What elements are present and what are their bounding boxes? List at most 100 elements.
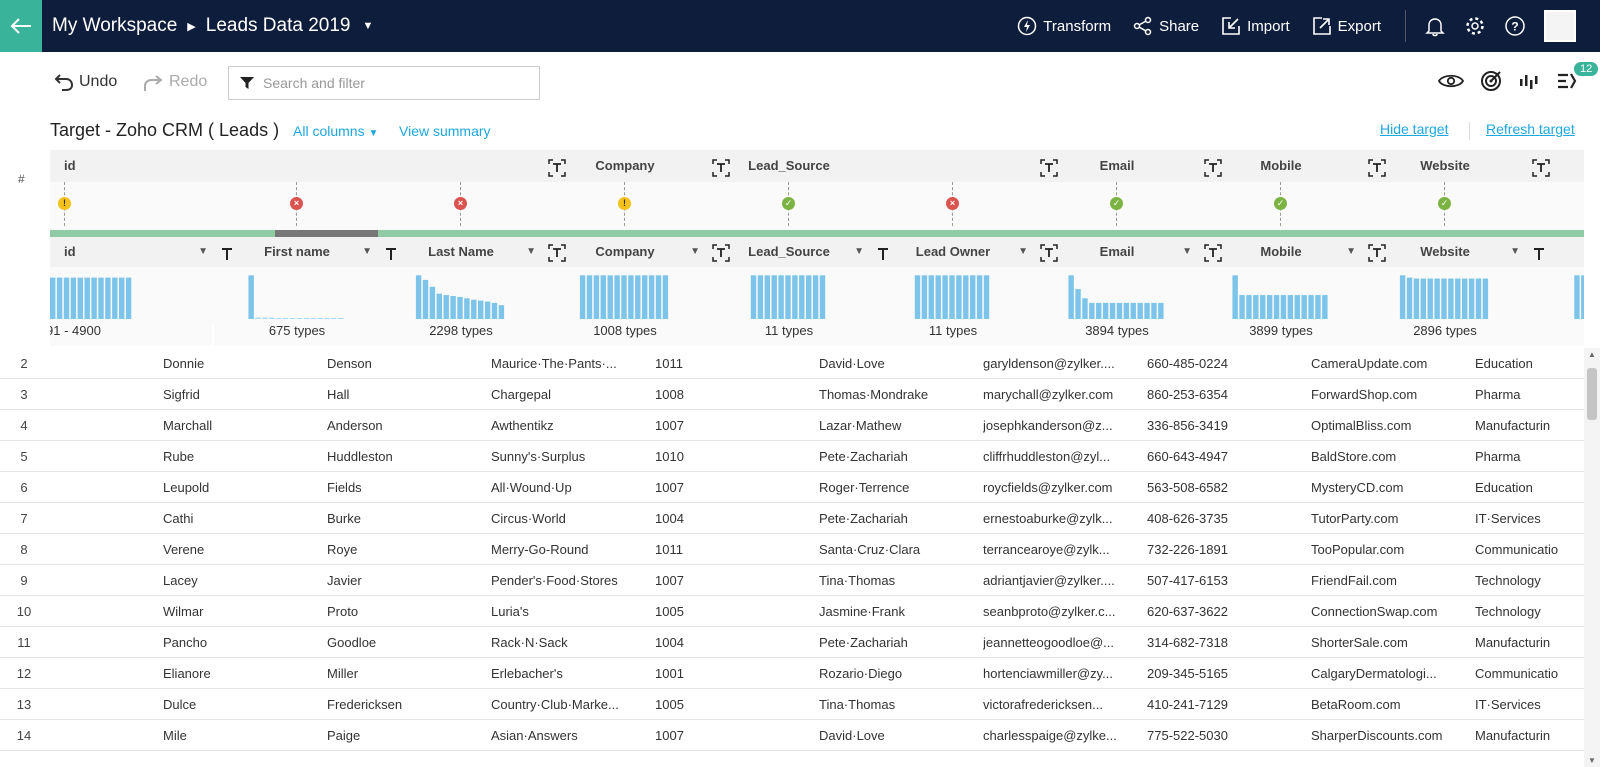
column-id[interactable]: id! id ▼ 91 - 4900 <box>50 150 216 346</box>
search-bar[interactable] <box>228 66 540 100</box>
table-cell[interactable]: 1010 <box>655 449 684 464</box>
table-cell[interactable] <box>50 410 160 441</box>
table-cell[interactable]: Jasmine·Frank <box>819 604 905 619</box>
column-website[interactable]: Website ✓ Website ▼ 2896 types <box>1362 150 1528 346</box>
table-cell[interactable]: TutorParty.com <box>1311 511 1399 526</box>
column-menu-icon[interactable]: ▼ <box>854 246 864 257</box>
table-cell[interactable]: terrancearoye@zylk... <box>983 542 1110 557</box>
source-column-header[interactable]: Lead_Source ▼ <box>706 237 872 267</box>
table-cell[interactable]: Elianore <box>163 666 211 681</box>
table-cell[interactable] <box>50 379 160 410</box>
table-cell[interactable]: Cathi <box>163 511 194 526</box>
table-cell[interactable]: ShorterSale.com <box>1311 635 1408 650</box>
table-cell[interactable]: Leupold <box>163 480 210 495</box>
warning-icon[interactable]: ! <box>618 197 631 210</box>
table-cell[interactable]: Javier <box>327 573 362 588</box>
table-row[interactable]: 4 Marchall Anderson Awthentikz 1007 Lazar·Mat… <box>0 410 1584 441</box>
table-cell[interactable]: Proto <box>327 604 359 619</box>
settings-button[interactable] <box>1464 15 1486 37</box>
source-column-header[interactable]: Company ▼ <box>542 237 708 267</box>
table-cell[interactable]: Miller <box>327 666 359 681</box>
table-cell[interactable]: Pharma <box>1475 387 1521 402</box>
source-column-header[interactable]: Industry▼ <box>1526 237 1584 267</box>
refresh-target-link[interactable]: Refresh target <box>1486 121 1575 137</box>
table-cell[interactable]: 660-485-0224 <box>1147 356 1228 371</box>
table-cell[interactable]: 408-626-3735 <box>1147 511 1228 526</box>
table-row[interactable]: 14 Mile Paige Asian·Answers 1007 David·Love ch… <box>0 720 1584 751</box>
table-cell[interactable]: Rozario·Diego <box>819 666 903 681</box>
table-cell[interactable]: Pete·Zachariah <box>819 449 908 464</box>
column-menu-icon[interactable]: ▼ <box>1018 246 1028 257</box>
table-cell[interactable]: 1007 <box>655 480 684 495</box>
table-cell[interactable]: Verene <box>163 542 205 557</box>
table-cell[interactable]: 1004 <box>655 511 684 526</box>
source-column-header[interactable]: First name ▼ <box>214 237 380 267</box>
table-cell[interactable]: cliffrhuddleston@zyl... <box>983 449 1111 464</box>
table-cell[interactable]: Denson <box>327 356 372 371</box>
dataset-dropdown-icon[interactable]: ▼ <box>362 20 374 32</box>
table-cell[interactable]: BaldStore.com <box>1311 449 1397 464</box>
column-last-name[interactable]: × Last Name ▼ 2298 types <box>378 150 544 346</box>
back-button[interactable] <box>0 0 42 52</box>
table-cell[interactable]: Communicatio <box>1475 542 1559 557</box>
table-cell[interactable]: Manufacturin <box>1475 418 1551 433</box>
table-cell[interactable]: Hall <box>327 387 350 402</box>
table-cell[interactable]: 314-682-7318 <box>1147 635 1228 650</box>
table-cell[interactable]: Sigfrid <box>163 387 200 402</box>
table-cell[interactable]: BetaRoom.com <box>1311 697 1401 712</box>
table-cell[interactable]: Santa·Cruz·Clara <box>819 542 921 557</box>
table-cell[interactable]: roycfields@zylker.com <box>983 480 1113 495</box>
vertical-scrollbar[interactable]: ▲ ▼ <box>1584 348 1600 767</box>
table-cell[interactable] <box>50 503 160 534</box>
share-button[interactable]: Share <box>1133 16 1199 36</box>
table-cell[interactable]: 775-522-5030 <box>1147 728 1228 743</box>
table-cell[interactable]: Chargepal <box>491 387 551 402</box>
table-cell[interactable]: garyldenson@zylker.... <box>983 356 1115 371</box>
table-cell[interactable]: Huddleston <box>327 449 393 464</box>
check-icon[interactable]: ✓ <box>782 197 795 210</box>
table-cell[interactable]: josephkanderson@z... <box>983 418 1113 433</box>
table-cell[interactable]: 1007 <box>655 728 684 743</box>
table-cell[interactable]: Mile <box>163 728 187 743</box>
table-cell[interactable]: ernestoaburke@zylk... <box>983 511 1113 526</box>
breadcrumb-dataset[interactable]: Leads Data 2019 <box>205 15 351 36</box>
all-columns-dropdown[interactable]: All columns ▼ <box>293 123 378 139</box>
table-cell[interactable]: SharperDiscounts.com <box>1311 728 1443 743</box>
warning-icon[interactable]: ! <box>58 197 71 210</box>
check-icon[interactable]: ✓ <box>1110 197 1123 210</box>
table-cell[interactable]: 732-226-1891 <box>1147 542 1228 557</box>
table-cell[interactable] <box>50 565 160 596</box>
table-cell[interactable]: 563-508-6582 <box>1147 480 1228 495</box>
search-input[interactable] <box>263 75 533 91</box>
column-company[interactable]: Company! Company ▼ 1008 types <box>542 150 708 346</box>
table-cell[interactable]: Luria's <box>491 604 529 619</box>
transform-button[interactable]: Transform <box>1017 16 1111 36</box>
table-cell[interactable]: FriendFail.com <box>1311 573 1397 588</box>
table-cell[interactable]: ForwardShop.com <box>1311 387 1418 402</box>
table-cell[interactable]: Education <box>1475 480 1533 495</box>
table-cell[interactable]: TooPopular.com <box>1311 542 1405 557</box>
table-cell[interactable]: adriantjavier@zylker.... <box>983 573 1115 588</box>
table-cell[interactable]: 209-345-5165 <box>1147 666 1228 681</box>
scroll-up-icon[interactable]: ▲ <box>1588 350 1596 359</box>
column-menu-icon[interactable]: ▼ <box>198 246 208 257</box>
data-profile-button[interactable] <box>1518 71 1540 96</box>
table-row[interactable]: 11 Pancho Goodloe Rack·N·Sack 1004 Pete·Zacha… <box>0 627 1584 658</box>
table-cell[interactable]: Manufacturin <box>1475 728 1551 743</box>
source-column-header[interactable]: Lead Owner ▼ <box>870 237 1036 267</box>
table-cell[interactable] <box>50 658 160 689</box>
table-cell[interactable]: Asian·Answers <box>491 728 578 743</box>
error-icon[interactable]: × <box>454 197 467 210</box>
table-cell[interactable]: Communicatio <box>1475 666 1559 681</box>
column-menu-icon[interactable]: ▼ <box>362 246 372 257</box>
column-lead-owner[interactable]: × Lead Owner ▼ 11 types <box>870 150 1036 346</box>
table-cell[interactable]: Wilmar <box>163 604 204 619</box>
table-cell[interactable]: Manufacturin <box>1475 635 1551 650</box>
source-column-header[interactable]: id ▼ <box>50 237 216 267</box>
table-cell[interactable]: 1005 <box>655 604 684 619</box>
table-cell[interactable]: Erlebacher's <box>491 666 563 681</box>
table-cell[interactable]: 410-241-7129 <box>1147 697 1228 712</box>
scroll-down-icon[interactable]: ▼ <box>1588 756 1596 765</box>
table-cell[interactable]: CameraUpdate.com <box>1311 356 1428 371</box>
table-cell[interactable]: David·Love <box>819 356 885 371</box>
